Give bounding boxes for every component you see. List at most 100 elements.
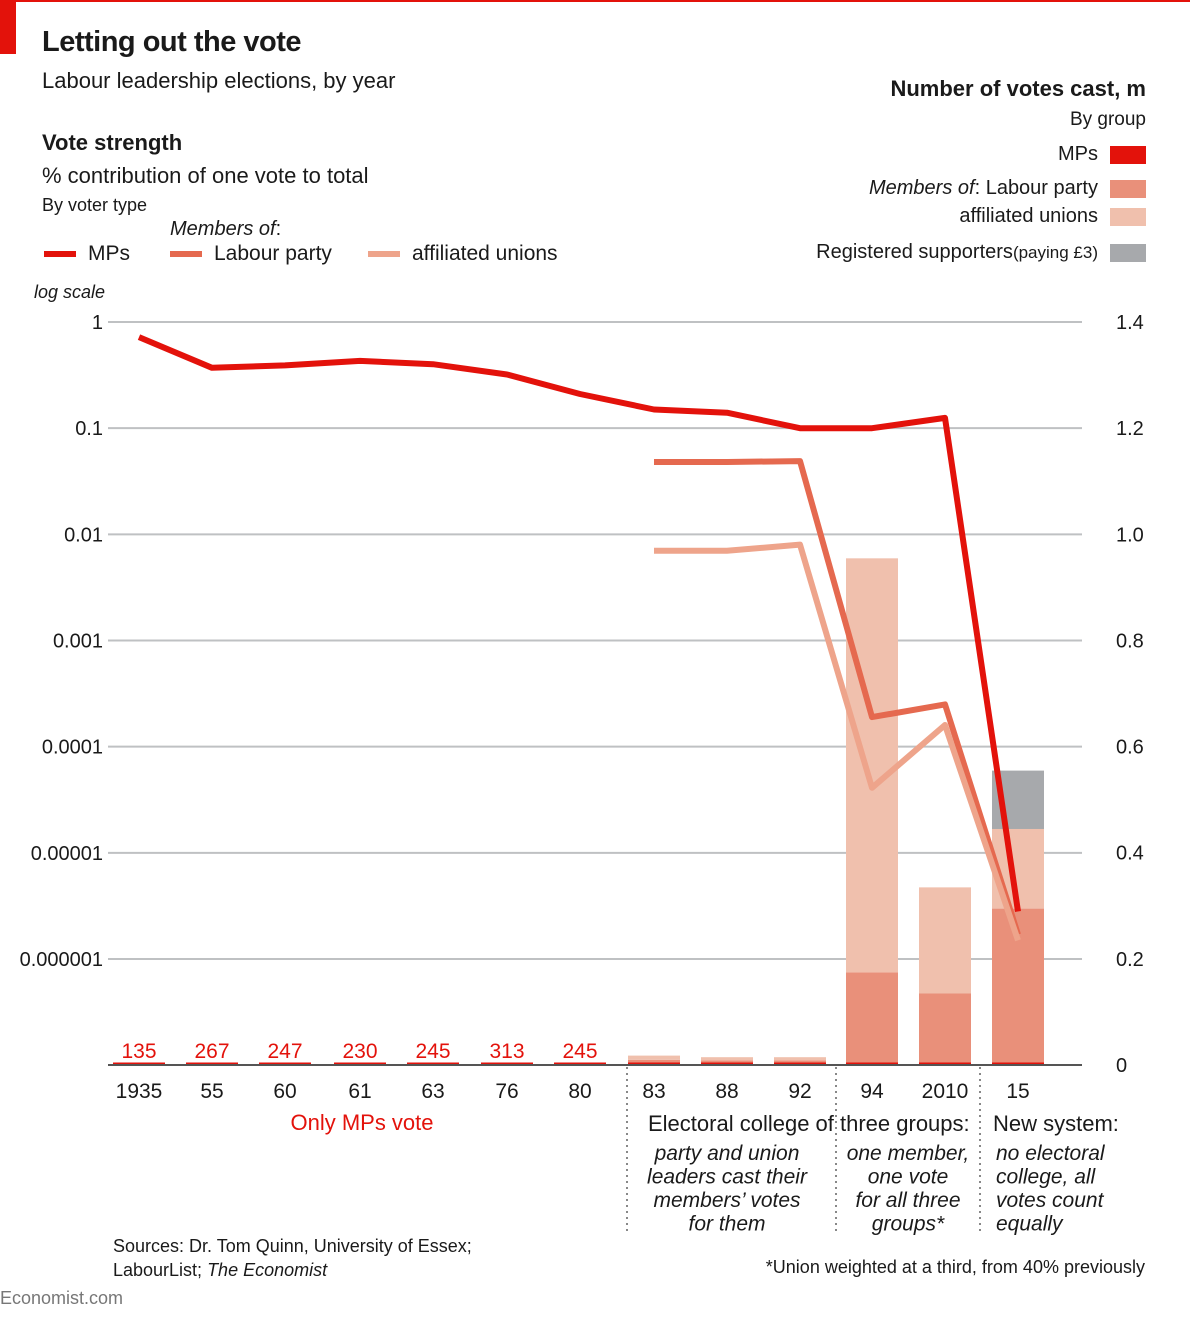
legend-line-swatch-mps: [44, 251, 76, 257]
bar-legend-label-unions: affiliated unions: [959, 205, 1098, 227]
legend-label-labour: Labour party: [214, 242, 332, 265]
period-sublabel-leaders: party and union: [654, 1142, 800, 1165]
bar-segment: [407, 1062, 459, 1065]
period-label-new-system: New system:: [993, 1111, 1119, 1136]
period-sublabel-leaders: leaders cast their: [647, 1166, 808, 1189]
legend-label-unions: affiliated unions: [412, 242, 558, 265]
bar-segment: [919, 1062, 971, 1065]
members-of-text: Members of: [170, 218, 276, 240]
x-tick-label: 76: [495, 1080, 518, 1103]
period-sublabel-omov: one vote: [868, 1166, 949, 1189]
legend-item-unions: affiliated unions: [368, 242, 558, 266]
mp-vote-count-label: 313: [489, 1040, 524, 1063]
sources-note: Sources: Dr. Tom Quinn, University of Es…: [113, 1234, 533, 1282]
right-tick-label: 1.4: [1116, 312, 1144, 334]
period-sublabel-omov: for all three: [855, 1189, 960, 1212]
mp-vote-count-label: 135: [121, 1040, 156, 1063]
bar-legend-item-unions: affiliated unions: [959, 205, 1146, 228]
bar-segment: [628, 1062, 680, 1065]
left-legend-subheading: % contribution of one vote to total: [42, 163, 369, 188]
period-sublabel-new-system: college, all: [996, 1166, 1097, 1189]
legend-label-mps: MPs: [88, 242, 130, 265]
footnote: *Union weighted at a third, from 40% pre…: [765, 1257, 1145, 1277]
line-affiliated-union-members: [654, 541, 1021, 942]
left-tick-label: 0.001: [53, 631, 103, 653]
x-axis: 1935 55 60 61 63 76 80 83 88 92 94 2010 15 135 267 247 2…: [108, 1040, 1082, 1103]
bar-segment: [628, 1055, 680, 1060]
x-tick-label: 55: [200, 1080, 223, 1103]
chart-subtitle: Labour leadership elections, by year: [42, 68, 396, 93]
log-scale-note: log scale: [34, 282, 106, 302]
period-sublabel-omov: one member,: [847, 1142, 970, 1165]
bar-segment: [701, 1062, 753, 1065]
top-rule: [0, 0, 1190, 2]
members-of-colon: :: [275, 218, 282, 240]
line-series: [137, 334, 1021, 942]
x-tick-label: 83: [642, 1080, 665, 1103]
bar-legend-label-mps: MPs: [1058, 143, 1098, 165]
bar-legend-swatch-supporters: [1110, 243, 1146, 262]
bar-segment: [774, 1062, 826, 1065]
period-sublabel-new-system: equally: [996, 1213, 1064, 1236]
bar-segment: [774, 1057, 826, 1061]
legend-item-labour-party: Labour party: [170, 242, 332, 266]
period-sublabel-leaders: members’ votes: [653, 1189, 801, 1212]
line-labour-party-members: [654, 458, 1021, 936]
period-label-electoral-college: Electoral college of three groups:: [648, 1111, 970, 1136]
right-tick-label: 0.6: [1116, 737, 1144, 759]
left-legend-byline: By voter type: [42, 195, 148, 215]
bar-segment: [259, 1062, 311, 1065]
left-axis-ticks: 1 0.1 0.01 0.001 0.0001 0.00001 0.000001: [20, 312, 103, 971]
mp-vote-count-label: 245: [415, 1040, 450, 1063]
mp-vote-count-label: 267: [194, 1040, 229, 1063]
bar-legend-item-labour: Members of: Labour party: [869, 177, 1146, 200]
left-tick-label: 0.0001: [42, 737, 103, 759]
bar-legend-item-mps: MPs: [1058, 143, 1146, 166]
left-tick-label: 0.000001: [20, 949, 103, 971]
x-tick-label: 61: [348, 1080, 371, 1103]
bar-segment: [701, 1057, 753, 1061]
bar-segment: [186, 1062, 238, 1065]
x-tick-label: 2010: [922, 1080, 969, 1103]
right-tick-label: 0.8: [1116, 630, 1144, 652]
x-tick-label: 15: [1006, 1080, 1029, 1103]
bar-segment: [846, 558, 898, 973]
right-tick-label: 1.2: [1116, 418, 1144, 440]
bar-legend-swatch-unions: [1110, 207, 1146, 226]
bar-legend-label-labour: : Labour party: [974, 177, 1098, 199]
left-tick-label: 0.01: [64, 524, 103, 546]
legend-line-swatch-labour: [170, 251, 202, 257]
mp-vote-count-label: 247: [267, 1040, 302, 1063]
bar-segment: [774, 1060, 826, 1063]
x-tick-label: 92: [788, 1080, 811, 1103]
mp-vote-count-label: 230: [342, 1040, 377, 1063]
sources-italic: The Economist: [207, 1260, 328, 1280]
line-mps: [137, 334, 1021, 912]
bar-segment: [846, 972, 898, 1063]
bar-legend-swatch-labour: [1110, 179, 1146, 198]
bar-segment: [113, 1062, 165, 1065]
period-label-only-mps: Only MPs vote: [290, 1110, 433, 1135]
period-sublabel-new-system: no electoral: [996, 1142, 1106, 1165]
bar-legend-members-of: Members of: [868, 177, 975, 199]
legend-line-swatch-unions: [368, 251, 400, 257]
legend-item-mps: MPs: [44, 242, 130, 266]
x-tick-label: 80: [568, 1080, 591, 1103]
bar-segment: [919, 887, 971, 994]
period-sublabel-omov: groups*: [872, 1213, 945, 1236]
period-sublabel-leaders: for them: [688, 1213, 765, 1236]
bar-segment: [919, 993, 971, 1063]
right-tick-label: 0.2: [1116, 949, 1144, 971]
x-tick-label: 88: [715, 1080, 738, 1103]
bar-legend-label-supporters: Registered supporters: [816, 241, 1013, 263]
bar-segment: [701, 1060, 753, 1063]
bar-segment: [334, 1062, 386, 1065]
x-tick-label: 60: [273, 1080, 296, 1103]
x-tick-label: 63: [421, 1080, 444, 1103]
left-legend-heading: Vote strength: [42, 130, 183, 155]
bar-legend-label-supporters-note: (paying £3): [1012, 242, 1098, 262]
x-tick-label: 94: [860, 1080, 884, 1103]
mp-vote-count-label: 245: [562, 1040, 597, 1063]
bar-legend-swatch-mps: [1110, 145, 1146, 164]
